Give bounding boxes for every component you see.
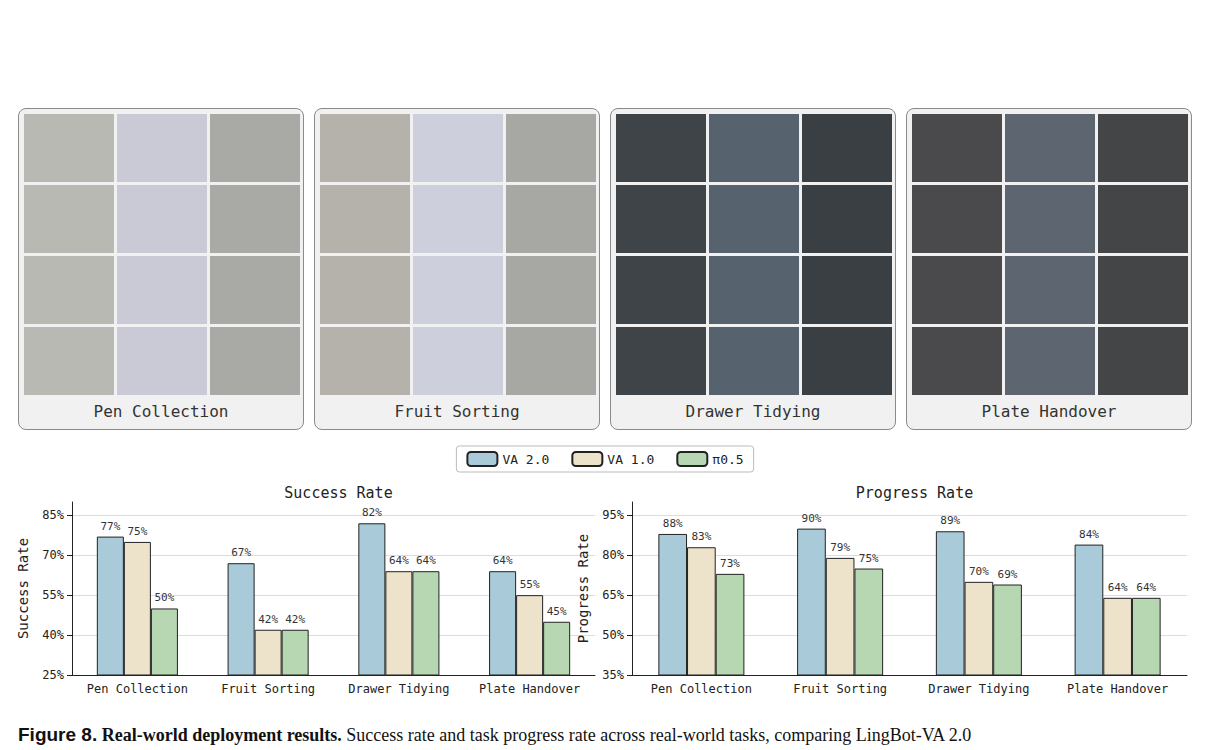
svg-text:50%: 50% [602,628,624,642]
svg-text:84%: 84% [1079,528,1099,541]
svg-text:Plate Handover: Plate Handover [479,682,580,696]
svg-text:Fruit Sorting: Fruit Sorting [793,682,887,696]
svg-text:64%: 64% [1108,581,1128,594]
svg-text:55%: 55% [520,578,540,591]
html-text:Drawer Tidying: Drawer Tidying [685,402,821,421]
svg-text:64%: 64% [493,554,513,567]
svg-text:70%: 70% [969,565,989,578]
svg-text:55%: 55% [42,588,64,602]
svg-text:42%: 42% [285,613,305,626]
svg-text:Plate Handover: Plate Handover [1067,682,1168,696]
svg-text:Success Rate: Success Rate [15,538,31,639]
svg-text:Pen Collection: Pen Collection [87,682,188,696]
html-text:Fruit Sorting: Fruit Sorting [394,402,520,421]
svg-text:Progress Rate: Progress Rate [856,484,973,502]
svg-text:π0.5: π0.5 [712,452,743,467]
svg-text:Progress Rate: Progress Rate [575,534,591,644]
svg-text:65%: 65% [602,588,624,602]
svg-text:Success Rate: Success Rate [284,484,392,502]
svg-text:70%: 70% [42,548,64,562]
svg-text:85%: 85% [42,508,64,522]
svg-text:69%: 69% [998,568,1018,581]
svg-text:50%: 50% [154,591,174,604]
svg-text:Drawer Tidying: Drawer Tidying [928,682,1029,696]
svg-text:95%: 95% [602,508,624,522]
svg-text:64%: 64% [389,554,409,567]
svg-text:80%: 80% [602,548,624,562]
svg-text:64%: 64% [416,554,436,567]
svg-text:35%: 35% [602,668,624,682]
svg-text:90%: 90% [802,512,822,525]
svg-text:83%: 83% [691,530,711,543]
svg-text:Fruit Sorting: Fruit Sorting [221,682,315,696]
svg-text:79%: 79% [830,541,850,554]
svg-text:40%: 40% [42,628,64,642]
svg-text:88%: 88% [663,517,683,530]
svg-text:Pen Collection: Pen Collection [651,682,752,696]
svg-text:75%: 75% [127,525,147,538]
svg-text:75%: 75% [859,552,879,565]
svg-text:VA 1.0: VA 1.0 [607,452,654,467]
html-text:Pen Collection: Pen Collection [93,402,229,421]
svg-text:25%: 25% [42,668,64,682]
html-text:Plate Handover: Plate Handover [981,402,1117,421]
svg-text:42%: 42% [258,613,278,626]
svg-text:45%: 45% [547,605,567,618]
svg-text:VA 2.0: VA 2.0 [502,452,549,467]
svg-text:73%: 73% [720,557,740,570]
svg-text:77%: 77% [100,520,120,533]
html-text:Figure 8. Real-world deploymen: Figure 8. Real-world deployment results.… [18,724,972,745]
svg-text:64%: 64% [1136,581,1156,594]
svg-text:82%: 82% [362,506,382,519]
svg-text:Drawer Tidying: Drawer Tidying [348,682,449,696]
svg-text:89%: 89% [940,514,960,527]
svg-text:67%: 67% [231,546,251,559]
